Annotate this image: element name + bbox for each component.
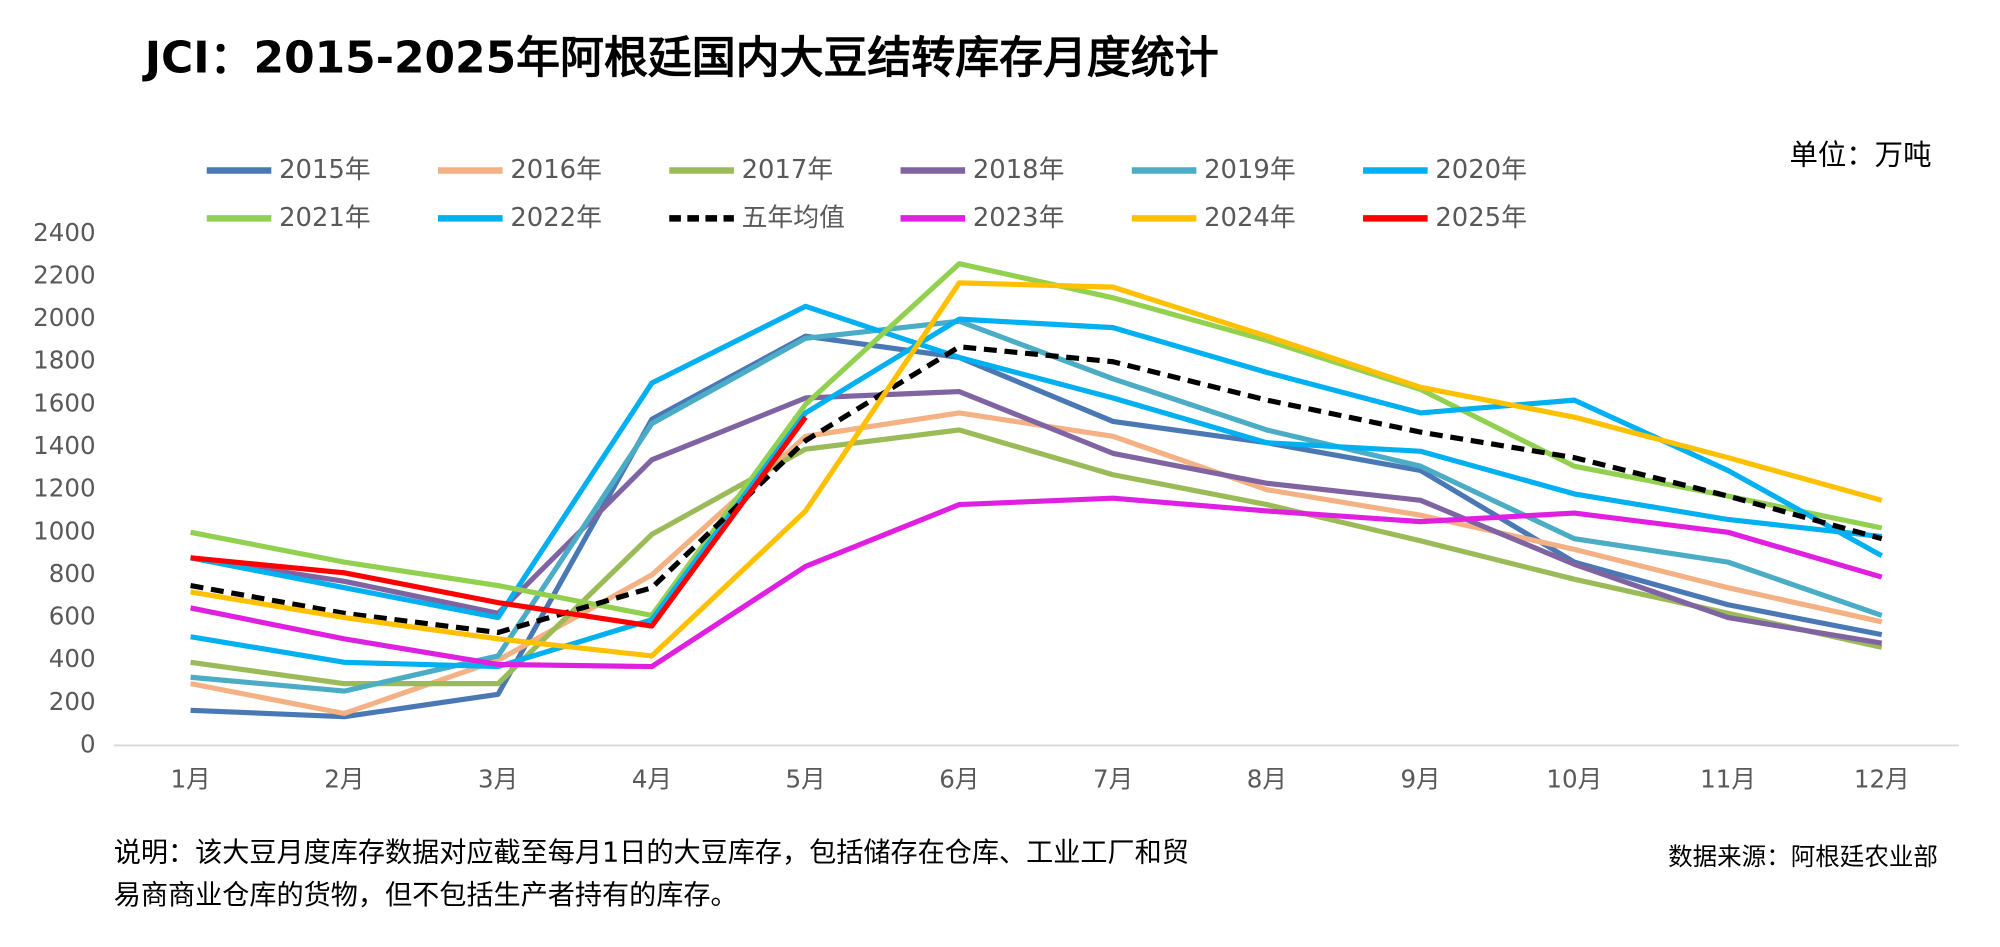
legend-label: 五年均值 xyxy=(742,203,845,233)
series-line xyxy=(190,389,1883,646)
x-tick-label: 3月 xyxy=(478,764,518,793)
series-line xyxy=(190,303,1883,621)
unit: 单位：万吨 xyxy=(1789,138,1931,171)
x-tick-label: 6月 xyxy=(939,764,979,793)
y-tick-label: 2200 xyxy=(33,260,95,289)
y-tick-label: 1000 xyxy=(33,516,95,545)
series-line xyxy=(190,415,808,629)
series-line xyxy=(190,316,1884,670)
x-tick-label: 4月 xyxy=(632,764,672,793)
x-tick-label: 5月 xyxy=(785,764,825,793)
y-tick-label: 2000 xyxy=(33,303,95,332)
x-tick-label: 8月 xyxy=(1247,764,1287,793)
y-tick-label: 2400 xyxy=(33,218,95,247)
x-tick-label: 12月 xyxy=(1854,764,1910,793)
y-tick-label: 1200 xyxy=(33,474,95,503)
x-tick-label: 2月 xyxy=(324,764,364,793)
y-tick-label: 800 xyxy=(49,559,96,588)
chart-title: JCI：2015-2025年阿根廷国内大豆结转库存月度统计 xyxy=(142,33,1219,84)
legend-label: 2023年 xyxy=(973,203,1065,233)
y-tick-label: 1800 xyxy=(33,346,95,375)
y-tick-label: 1400 xyxy=(33,431,95,460)
legend-label: 2017年 xyxy=(742,155,834,185)
x-tick-label: 7月 xyxy=(1093,764,1133,793)
legend-label: 2024年 xyxy=(1204,203,1296,233)
legend-label: 2022年 xyxy=(510,203,602,233)
series-line xyxy=(190,495,1883,670)
legend-label: 2025年 xyxy=(1435,203,1527,233)
y-tick-label: 600 xyxy=(49,602,96,631)
series-line xyxy=(190,333,1883,720)
series-line xyxy=(190,261,1883,619)
legend-label: 2018年 xyxy=(973,155,1065,185)
y-tick-label: 1600 xyxy=(33,388,95,417)
note-line: 易商商业仓库的货物，但不包括生产者持有的库存。 xyxy=(114,880,738,911)
legend-label: 2021年 xyxy=(279,203,371,233)
series-line xyxy=(190,280,1883,659)
x-tick-label: 11月 xyxy=(1700,764,1756,793)
y-tick-label: 200 xyxy=(49,687,96,716)
note-line: 说明：该大豆月度库存数据对应截至每月1日的大豆库存，包括储存在仓库、工业工厂和贸 xyxy=(114,837,1189,868)
legend-label: 2015年 xyxy=(279,155,371,185)
x-tick-label: 10月 xyxy=(1546,764,1602,793)
x-tick-label: 1月 xyxy=(171,764,211,793)
legend-label: 2019年 xyxy=(1204,155,1296,185)
series-line xyxy=(190,344,1883,636)
legend-label: 2016年 xyxy=(510,155,602,185)
source: 数据来源：阿根廷农业部 xyxy=(1668,842,1938,871)
x-tick-label: 9月 xyxy=(1400,764,1440,793)
legend-label: 2020年 xyxy=(1435,155,1527,185)
series-line xyxy=(190,427,1883,687)
y-tick-label: 0 xyxy=(80,729,96,758)
y-tick-label: 400 xyxy=(49,644,96,673)
